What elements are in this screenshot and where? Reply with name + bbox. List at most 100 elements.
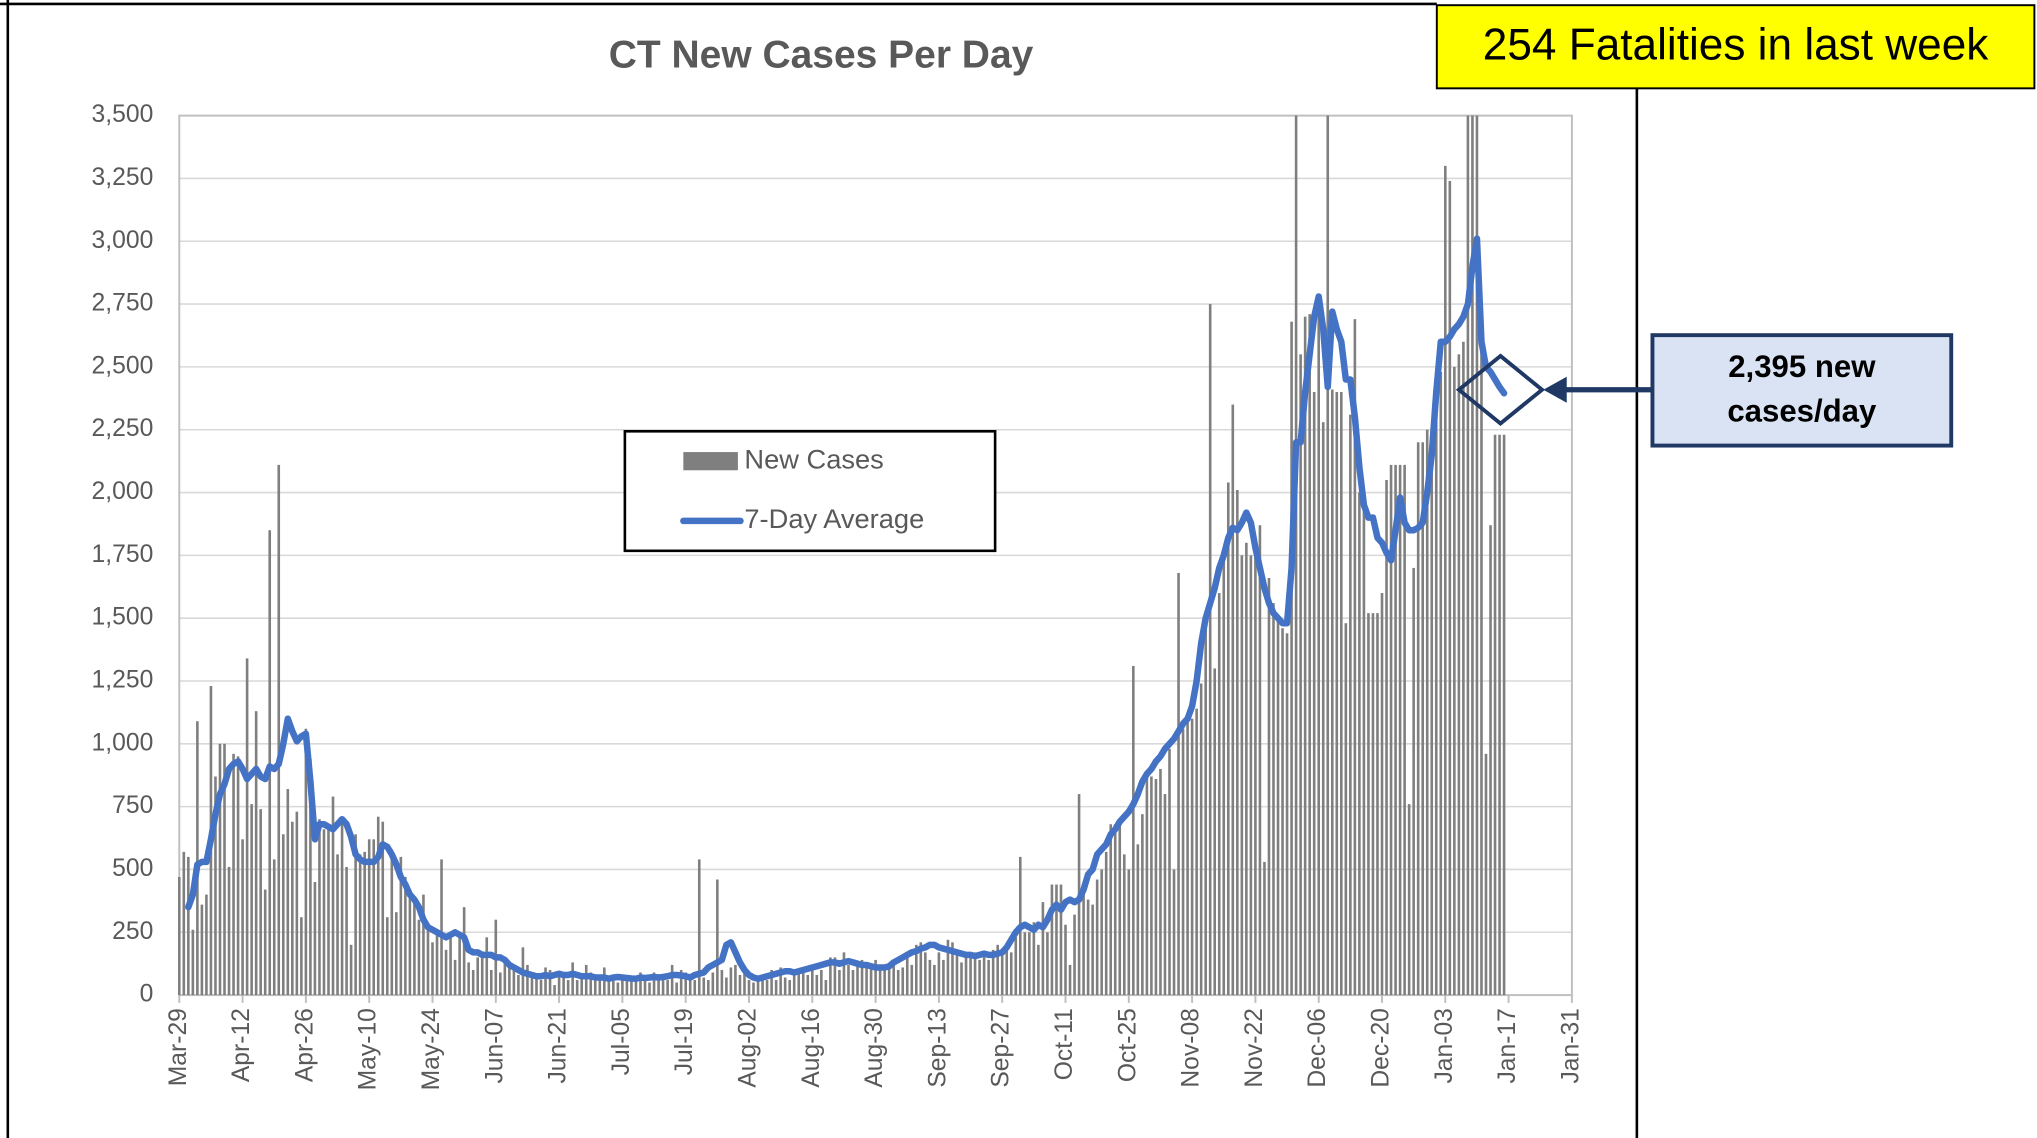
bar: [277, 464, 281, 996]
bar: [381, 821, 385, 996]
bar: [1267, 577, 1271, 996]
x-tick-label: May-10: [355, 1008, 382, 1090]
bar: [196, 721, 199, 996]
x-tick-label: Dec-06: [1304, 1008, 1331, 1088]
bar: [946, 939, 950, 996]
y-tick-label: 3,500: [92, 101, 154, 128]
bar: [1321, 422, 1325, 996]
x-tick-label: Nov-08: [1178, 1008, 1205, 1088]
bar: [1204, 613, 1207, 996]
bar: [933, 964, 936, 996]
bar: [783, 977, 787, 996]
bar: [1041, 902, 1045, 996]
bar: [806, 974, 810, 996]
bar: [390, 849, 394, 996]
bar: [770, 969, 773, 996]
bar: [245, 658, 249, 996]
bar: [1317, 311, 1321, 996]
bar: [295, 811, 299, 996]
callout-box: [1650, 333, 1954, 448]
x-tick-label: Sep-27: [988, 1008, 1015, 1088]
bar: [566, 980, 570, 996]
bar: [241, 839, 244, 996]
bar: [512, 964, 516, 996]
bar: [372, 839, 376, 996]
bar: [955, 949, 959, 996]
bar: [688, 974, 692, 996]
bar: [978, 959, 981, 996]
bar: [905, 957, 909, 996]
x-tick-label: Aug-02: [735, 1008, 762, 1088]
bar: [1181, 728, 1185, 996]
bar: [1502, 434, 1506, 996]
bar: [1028, 932, 1031, 996]
bar: [399, 856, 403, 996]
legend-swatch: [683, 452, 738, 471]
bar: [869, 967, 873, 996]
bar: [598, 980, 602, 996]
bar: [1453, 366, 1456, 996]
bar: [480, 952, 484, 996]
bar: [1014, 937, 1018, 996]
x-tick-label: Apr-12: [228, 1008, 255, 1082]
bar: [1113, 824, 1117, 996]
bar: [937, 952, 941, 996]
bar: [1236, 490, 1239, 996]
bar: [996, 944, 999, 996]
bar: [1367, 613, 1370, 996]
bar: [205, 894, 208, 996]
bar: [1439, 371, 1443, 996]
bar: [901, 967, 905, 996]
bar: [1326, 115, 1330, 996]
bar: [363, 851, 366, 996]
bar: [1199, 683, 1203, 996]
y-tick-label: 2,000: [92, 478, 154, 505]
bar: [322, 829, 326, 996]
bar: [697, 859, 701, 996]
y-tick-label: 3,250: [92, 164, 154, 191]
bar: [422, 894, 425, 996]
bar: [589, 972, 593, 996]
bar: [679, 969, 683, 996]
bar: [1032, 922, 1036, 996]
bar: [200, 904, 204, 996]
bar: [331, 796, 335, 996]
bar: [593, 980, 597, 996]
legend: New Cases 7-Day Average: [680, 443, 924, 534]
bar: [838, 969, 841, 996]
bar: [942, 959, 945, 996]
legend-label: 7-Day Average: [744, 503, 924, 534]
bar: [214, 776, 217, 996]
bar: [1303, 316, 1307, 996]
bar: [1272, 603, 1275, 996]
bar: [761, 974, 764, 996]
bar: [191, 929, 195, 996]
bar: [1484, 753, 1488, 996]
bar: [1150, 776, 1153, 996]
bar: [449, 932, 452, 996]
bar: [878, 964, 882, 996]
bar: [1217, 593, 1221, 996]
bar: [358, 854, 362, 996]
bar: [1127, 869, 1131, 996]
bar: [964, 954, 968, 996]
bar: [1186, 713, 1189, 996]
bar: [648, 982, 651, 996]
bar: [630, 977, 633, 996]
bar: [612, 980, 615, 996]
y-tick-label: 1,500: [92, 604, 154, 631]
bar: [254, 711, 258, 996]
bar: [1276, 618, 1280, 996]
bar: [571, 962, 574, 996]
bar: [354, 834, 357, 996]
x-tick-label: Jun-21: [545, 1008, 572, 1083]
bar: [535, 974, 538, 996]
bar: [1163, 794, 1167, 996]
x-tick-label: Jul-19: [671, 1008, 698, 1075]
x-tick-label: Nov-22: [1241, 1008, 1268, 1088]
bar: [1263, 861, 1266, 996]
bar: [408, 889, 412, 996]
bar: [991, 949, 995, 996]
bar: [1005, 947, 1009, 996]
bar: [1349, 414, 1352, 996]
